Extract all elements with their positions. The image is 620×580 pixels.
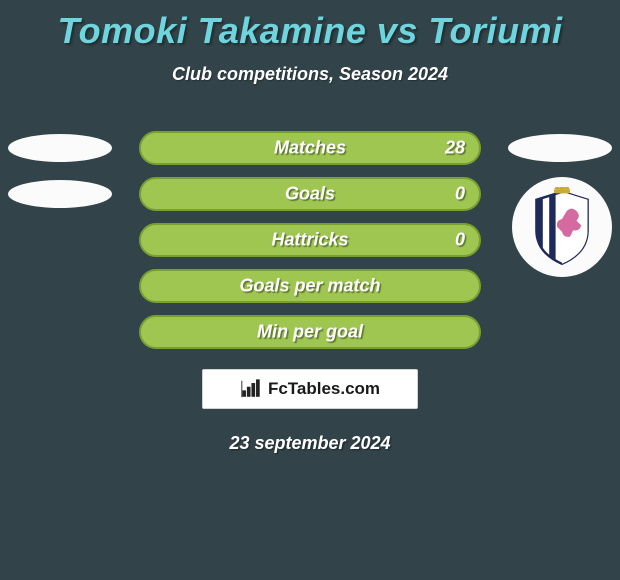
player-badge-right: [508, 134, 612, 162]
subtitle: Club competitions, Season 2024: [0, 64, 620, 85]
stat-row: Min per goal: [0, 315, 620, 349]
stat-label: Matches: [274, 138, 346, 159]
stat-label: Hattricks: [271, 230, 348, 251]
stat-row: Goals per match: [0, 269, 620, 303]
comparison-canvas: Tomoki Takamine vs Toriumi Club competit…: [0, 0, 620, 580]
logo-text: FcTables.com: [268, 379, 380, 399]
date-line: 23 september 2024: [0, 433, 620, 454]
stat-bar: Min per goal: [139, 315, 481, 349]
stat-label: Goals: [285, 184, 335, 205]
stats-block: Matches 28 Goals 0 Hattricks 0 Goals per matc…: [0, 131, 620, 349]
stat-row: Goals 0: [0, 177, 620, 211]
page-title: Tomoki Takamine vs Toriumi: [0, 0, 620, 52]
stat-label: Min per goal: [257, 322, 363, 343]
stat-row: Hattricks 0: [0, 223, 620, 257]
stat-bar: Hattricks 0: [139, 223, 481, 257]
player-badge-left: [8, 180, 112, 208]
stat-bar: Goals per match: [139, 269, 481, 303]
stat-label: Goals per match: [239, 276, 380, 297]
stat-value-right: 0: [455, 184, 465, 205]
source-logo: FcTables.com: [202, 369, 418, 409]
bar-chart-icon: [240, 378, 262, 400]
player-badge-left: [8, 134, 112, 162]
stat-bar: Matches 28: [139, 131, 481, 165]
stat-value-right: 28: [445, 138, 465, 159]
stat-value-right: 0: [455, 230, 465, 251]
stat-bar: Goals 0: [139, 177, 481, 211]
stat-row: Matches 28: [0, 131, 620, 165]
